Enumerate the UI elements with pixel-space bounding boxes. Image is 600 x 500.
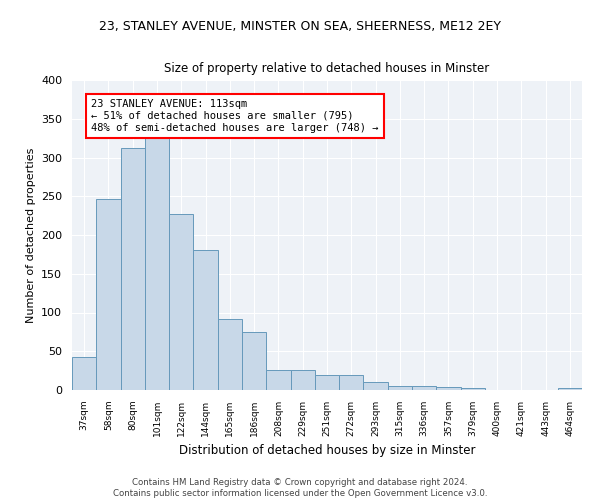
Bar [412,386,436,390]
Bar [72,358,96,390]
Bar [339,376,364,390]
Bar [145,130,169,390]
Bar [121,148,145,390]
Text: 23 STANLEY AVENUE: 113sqm
← 51% of detached houses are smaller (795)
48% of semi: 23 STANLEY AVENUE: 113sqm ← 51% of detac… [91,100,379,132]
Title: Size of property relative to detached houses in Minster: Size of property relative to detached ho… [164,62,490,74]
Text: 23, STANLEY AVENUE, MINSTER ON SEA, SHEERNESS, ME12 2EY: 23, STANLEY AVENUE, MINSTER ON SEA, SHEE… [99,20,501,33]
Bar [436,387,461,390]
X-axis label: Distribution of detached houses by size in Minster: Distribution of detached houses by size … [179,444,475,458]
Text: Contains HM Land Registry data © Crown copyright and database right 2024.
Contai: Contains HM Land Registry data © Crown c… [113,478,487,498]
Bar [315,376,339,390]
Y-axis label: Number of detached properties: Number of detached properties [26,148,35,322]
Bar [364,382,388,390]
Bar [242,332,266,390]
Bar [169,214,193,390]
Bar [558,388,582,390]
Bar [193,250,218,390]
Bar [266,370,290,390]
Bar [388,386,412,390]
Bar [290,370,315,390]
Bar [218,320,242,390]
Bar [96,198,121,390]
Bar [461,388,485,390]
